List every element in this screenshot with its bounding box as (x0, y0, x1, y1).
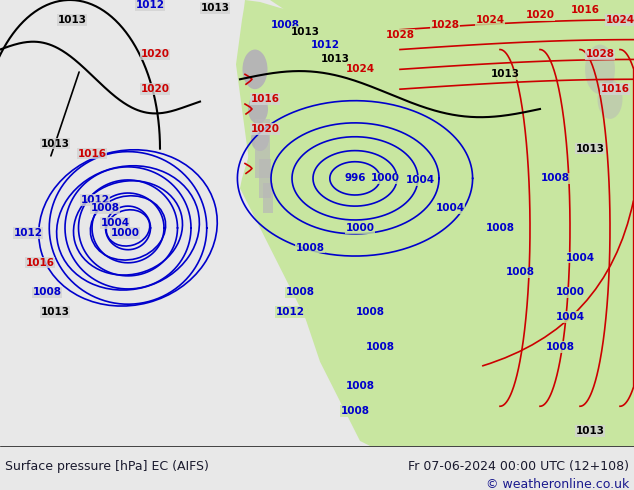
Text: 1016: 1016 (250, 94, 280, 104)
Text: 1013: 1013 (290, 27, 320, 37)
Bar (255, 119, 270, 178)
Text: 1013: 1013 (58, 15, 86, 25)
Text: 1008: 1008 (545, 342, 574, 352)
Text: 1004: 1004 (405, 175, 434, 185)
Text: Fr 07-06-2024 00:00 UTC (12+108): Fr 07-06-2024 00:00 UTC (12+108) (408, 460, 629, 473)
Ellipse shape (597, 79, 623, 119)
Text: 1000: 1000 (370, 173, 399, 183)
Ellipse shape (585, 45, 615, 94)
Text: 1012: 1012 (311, 40, 339, 49)
Text: 1013: 1013 (200, 3, 230, 13)
Text: 1004: 1004 (436, 203, 465, 213)
Text: 1020: 1020 (141, 84, 169, 94)
Text: 1004: 1004 (100, 218, 129, 228)
Bar (263, 183, 273, 213)
Text: 1004: 1004 (566, 253, 595, 263)
Text: 1008: 1008 (271, 20, 299, 30)
Text: 1008: 1008 (285, 287, 314, 297)
Text: 1008: 1008 (32, 287, 61, 297)
Text: 1008: 1008 (295, 243, 325, 253)
Text: 1008: 1008 (340, 406, 370, 416)
Ellipse shape (248, 94, 268, 124)
Text: 1024: 1024 (476, 15, 505, 25)
Text: 1028: 1028 (586, 49, 614, 59)
Text: 1008: 1008 (91, 203, 119, 213)
Text: 1013: 1013 (576, 144, 604, 154)
Polygon shape (240, 0, 634, 446)
Text: 1000: 1000 (110, 228, 139, 238)
Text: 1004: 1004 (555, 312, 585, 322)
Text: 1008: 1008 (541, 173, 569, 183)
Text: 1020: 1020 (141, 49, 169, 59)
Text: 1008: 1008 (486, 223, 515, 233)
Ellipse shape (251, 126, 269, 151)
Bar (259, 159, 271, 198)
Text: 1008: 1008 (356, 307, 384, 317)
Text: 1016: 1016 (77, 148, 107, 159)
Text: 1016: 1016 (571, 5, 600, 15)
Text: 1028: 1028 (430, 20, 460, 30)
Text: © weatheronline.co.uk: © weatheronline.co.uk (486, 478, 629, 490)
Text: 1008: 1008 (365, 342, 394, 352)
Text: 1000: 1000 (555, 287, 585, 297)
Text: 1008: 1008 (346, 381, 375, 392)
Polygon shape (236, 0, 634, 446)
Ellipse shape (242, 49, 268, 89)
Text: Surface pressure [hPa] EC (AIFS): Surface pressure [hPa] EC (AIFS) (5, 460, 209, 473)
Text: 1024: 1024 (346, 64, 375, 74)
Text: 1013: 1013 (41, 139, 70, 148)
Text: 1012: 1012 (81, 195, 110, 205)
Text: 1020: 1020 (250, 124, 280, 134)
Text: 1013: 1013 (576, 426, 604, 436)
Text: 1024: 1024 (605, 15, 634, 25)
Text: 1013: 1013 (41, 307, 70, 317)
Text: 1000: 1000 (346, 223, 375, 233)
Text: 996: 996 (344, 173, 366, 183)
Text: 1028: 1028 (385, 30, 415, 40)
Text: 1020: 1020 (526, 10, 555, 20)
Text: 1012: 1012 (136, 0, 164, 10)
Text: 1016: 1016 (25, 258, 55, 268)
Text: 1016: 1016 (600, 84, 630, 94)
Text: 1008: 1008 (505, 268, 534, 277)
Text: 1012: 1012 (276, 307, 304, 317)
Text: 1013: 1013 (491, 69, 519, 79)
Text: 1013: 1013 (321, 54, 349, 65)
Text: 1012: 1012 (13, 228, 42, 238)
